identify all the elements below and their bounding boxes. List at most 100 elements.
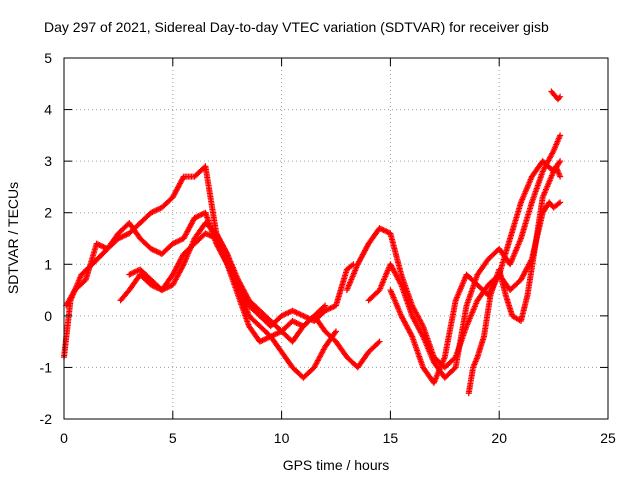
data-point (328, 304, 335, 311)
data-point (256, 338, 263, 345)
data-point (176, 237, 183, 244)
data-point (129, 270, 135, 277)
data-point (154, 206, 161, 213)
data-point (279, 312, 286, 319)
data-point (153, 207, 160, 214)
data-point (93, 240, 100, 247)
data-point (408, 332, 415, 339)
data-point (191, 214, 198, 221)
x-tick-label: 20 (491, 430, 507, 446)
data-point (152, 207, 159, 214)
data-point (555, 200, 562, 207)
data-point (150, 247, 157, 254)
data-point (175, 238, 182, 245)
x-tick-label: 5 (169, 430, 177, 446)
plot-frame (63, 57, 609, 420)
tick-marks (63, 57, 609, 420)
data-point (290, 318, 297, 325)
x-tick-label: 0 (60, 430, 68, 446)
data-point (332, 329, 339, 336)
x-tick-labels: 0 5 10 15 20 25 (60, 430, 616, 446)
data-point (152, 247, 159, 254)
data-point (286, 308, 293, 315)
data-point (165, 283, 172, 290)
data-point (384, 229, 391, 236)
series-track-8 (465, 163, 564, 397)
series-track-2 (63, 209, 329, 345)
data-point (349, 262, 356, 269)
data-point (320, 303, 327, 310)
data-point (95, 241, 101, 248)
data-point (300, 312, 307, 319)
series-track-7 (387, 158, 564, 386)
data-point (149, 209, 156, 216)
data-point (207, 232, 214, 239)
data-point (327, 305, 334, 312)
data-point (123, 231, 130, 238)
data-point (156, 205, 163, 212)
data-point (557, 199, 564, 206)
data-point (172, 239, 179, 246)
data-point (122, 232, 129, 239)
data-point (294, 320, 301, 327)
data-point (120, 232, 127, 239)
data-point (179, 262, 186, 269)
data-point (192, 214, 199, 221)
data-point (154, 249, 161, 256)
data-point (556, 159, 563, 166)
data-point (549, 149, 556, 156)
y-tick-label: 5 (44, 50, 52, 66)
data-point (118, 234, 125, 241)
data-point (205, 231, 212, 238)
data-point (289, 307, 296, 314)
data-point (130, 269, 137, 276)
data-point (131, 269, 138, 276)
x-tick-label: 10 (274, 430, 290, 446)
y-tick-label: -2 (40, 411, 53, 427)
data-point (177, 236, 184, 243)
data-point (285, 309, 292, 316)
data-point (281, 311, 288, 318)
data-point (419, 321, 426, 328)
data-point (274, 330, 281, 337)
data-point (375, 339, 382, 346)
data-point (260, 336, 267, 343)
data-point (100, 243, 107, 250)
series-track-9 (548, 88, 564, 103)
series-track-6 (365, 132, 564, 381)
grid-lines (64, 58, 608, 419)
data-point (557, 173, 564, 180)
data-point (99, 243, 106, 250)
data-point (376, 338, 383, 345)
data-point (167, 283, 174, 290)
data-point (160, 286, 167, 293)
y-axis-label: SDTVAR / TECUs (5, 182, 21, 294)
data-point (119, 233, 126, 240)
data-series-layer (61, 88, 564, 397)
data-point (380, 227, 387, 234)
data-point (158, 287, 165, 294)
data-point (303, 314, 310, 321)
data-point (383, 228, 390, 235)
data-point (296, 321, 303, 328)
y-tick-label: 0 (44, 308, 52, 324)
y-tick-labels: -2 -1 0 1 2 3 4 5 (40, 50, 53, 427)
data-point (263, 335, 270, 342)
y-tick-label: 2 (44, 205, 52, 221)
data-point (203, 230, 210, 237)
data-point (149, 246, 156, 253)
data-point (202, 230, 209, 237)
data-point (148, 245, 155, 252)
chart-title: Day 297 of 2021, Sidereal Day-to-day VTE… (44, 19, 549, 35)
data-point (292, 308, 299, 315)
x-tick-label: 15 (383, 430, 399, 446)
data-point (557, 93, 564, 100)
data-point (296, 310, 303, 317)
data-point (161, 285, 168, 292)
data-point (381, 227, 388, 234)
data-point (294, 310, 301, 317)
data-point (262, 336, 269, 343)
data-point (278, 312, 285, 319)
data-point (126, 271, 133, 278)
data-point (163, 285, 169, 292)
